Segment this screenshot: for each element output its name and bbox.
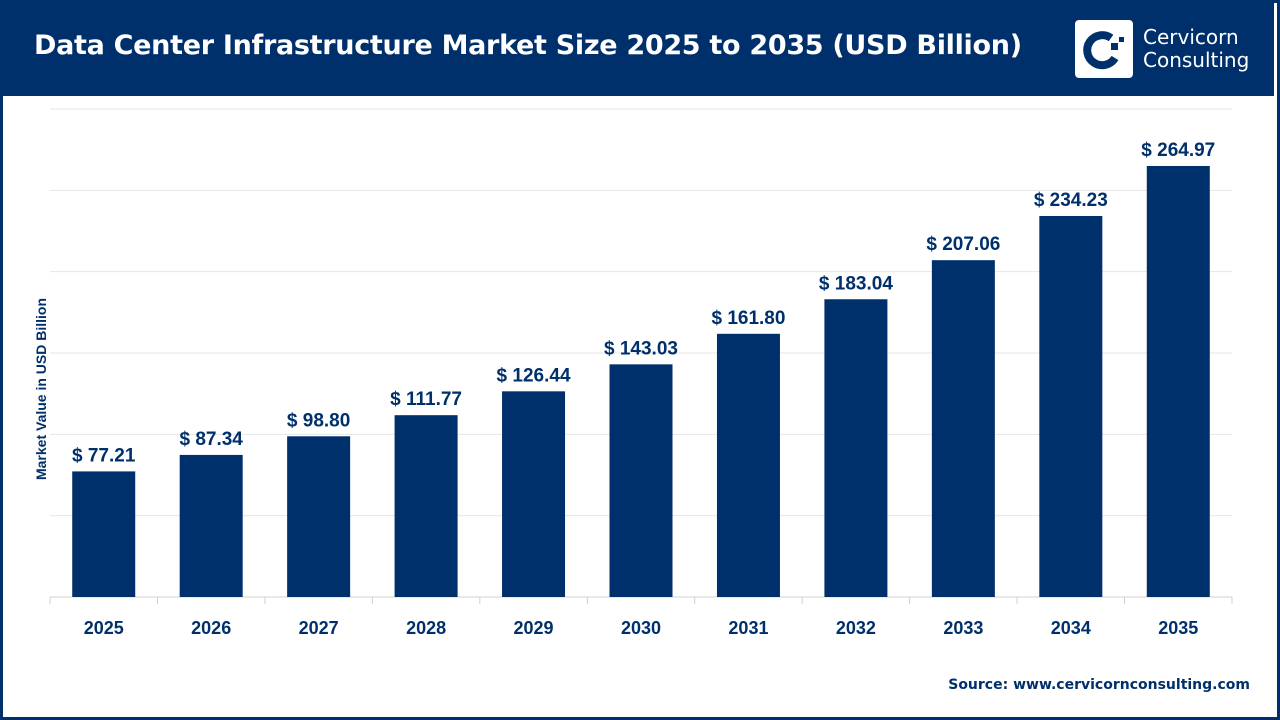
data-label: $ 87.34 xyxy=(179,429,243,450)
bar-2032 xyxy=(824,299,888,597)
logo-line2: Consulting xyxy=(1143,48,1250,72)
data-label: $ 207.06 xyxy=(926,234,1000,255)
y-axis-label: Market Value in USD Billion xyxy=(33,298,49,480)
data-label: $ 183.04 xyxy=(819,273,893,294)
bar-2025 xyxy=(72,471,136,597)
x-tick-label: 2025 xyxy=(84,618,124,638)
data-label: $ 264.97 xyxy=(1141,140,1215,161)
data-label: $ 111.77 xyxy=(390,389,462,410)
data-label: $ 98.80 xyxy=(287,410,350,431)
logo-text: Cervicorn Consulting xyxy=(1143,26,1249,72)
bar-2028 xyxy=(394,415,458,597)
x-tick-label: 2029 xyxy=(514,618,554,638)
data-label: $ 126.44 xyxy=(497,365,571,386)
bar-2027 xyxy=(287,436,351,597)
x-tick-label: 2026 xyxy=(191,618,231,638)
source-note: Source: www.cervicornconsulting.com xyxy=(948,677,1250,693)
x-tick-label: 2030 xyxy=(621,618,661,638)
bar-2033 xyxy=(931,260,995,597)
data-label: $ 234.23 xyxy=(1034,190,1108,211)
x-tick-label: 2034 xyxy=(1051,618,1091,638)
data-label: $ 77.21 xyxy=(72,445,136,466)
bar-2030 xyxy=(609,364,673,597)
header: Data Center Infrastructure Market Size 2… xyxy=(0,0,1274,96)
x-tick-label: 2033 xyxy=(943,618,983,638)
logo-icon xyxy=(1075,20,1133,78)
data-label: $ 161.80 xyxy=(711,308,785,329)
bar-2029 xyxy=(502,391,566,597)
x-tick-label: 2031 xyxy=(728,618,768,638)
page-title: Data Center Infrastructure Market Size 2… xyxy=(34,30,1022,61)
x-tick-label: 2032 xyxy=(836,618,876,638)
bar-2034 xyxy=(1039,215,1103,597)
x-tick-label: 2028 xyxy=(406,618,446,638)
bar-2035 xyxy=(1146,165,1210,598)
data-label: $ 143.03 xyxy=(604,338,678,359)
bar-2031 xyxy=(716,333,780,597)
logo-line1: Cervicorn xyxy=(1143,25,1239,49)
logo: Cervicorn Consulting xyxy=(1075,20,1249,78)
bar-2026 xyxy=(179,454,243,597)
x-tick-label: 2035 xyxy=(1158,618,1198,638)
x-tick-label: 2027 xyxy=(299,618,339,638)
